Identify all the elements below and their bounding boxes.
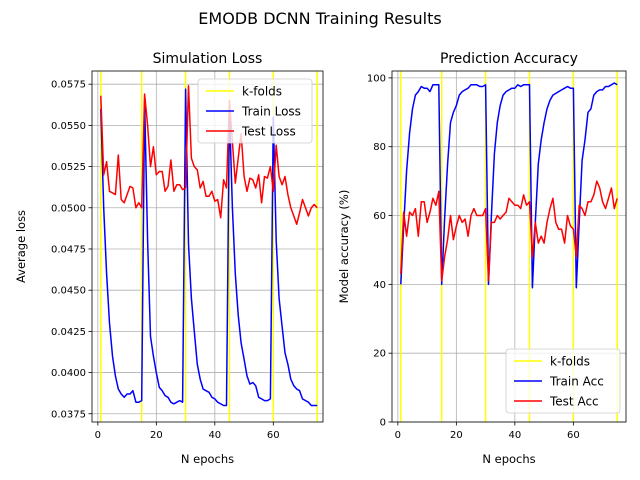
series-line-test-acc: [400, 180, 618, 282]
y-tick-label: 20: [373, 349, 386, 360]
subplot-title: Simulation Loss: [153, 51, 263, 67]
y-tick-label: 0.0375: [51, 409, 86, 420]
y-tick-label: 0.0550: [51, 121, 86, 132]
x-tick-label: 20: [150, 430, 163, 441]
y-axis-label: Model accuracy (%): [337, 190, 351, 304]
x-tick-label: 60: [567, 430, 580, 441]
legend-label: k-folds: [550, 355, 590, 369]
legend-box: [197, 78, 313, 144]
figure-title: EMODB DCNN Training Results: [198, 9, 441, 28]
legend: k-folds Train Loss Test Loss: [197, 78, 313, 144]
y-tick-label: 0.0425: [51, 327, 86, 338]
y-tick-label: 40: [373, 280, 386, 291]
x-tick-label: 0: [95, 430, 101, 441]
loss-plot: 0 20 40 60 0.0375 0.0400 0.0425 0.0450 0.0475 0.0…: [14, 51, 324, 466]
accuracy-plot: 0 20 40 60 0 20 40 60 80 100 Prediction Accuracy N …: [337, 51, 627, 466]
series-line-train-loss: [100, 88, 318, 407]
legend-label: Train Acc: [549, 375, 604, 389]
y-tick-label: 80: [373, 142, 386, 153]
x-axis-label: N epochs: [181, 452, 234, 466]
legend-box: [505, 348, 621, 414]
legend-label: Test Acc: [549, 395, 599, 409]
y-tick-label: 0.0400: [51, 368, 86, 379]
axes-frame: [391, 70, 627, 423]
legend-label: Test Loss: [241, 125, 296, 139]
y-tick-label: 0.0575: [51, 80, 86, 91]
x-tick-label: 0: [395, 430, 401, 441]
x-tick-label: 40: [508, 430, 521, 441]
x-tick-label: 40: [208, 430, 221, 441]
y-tick-label: 0.0525: [51, 162, 86, 173]
series-line-test-loss: [100, 85, 318, 226]
y-tick-label: 0.0475: [51, 244, 86, 255]
y-tick-label: 100: [367, 73, 386, 84]
y-tick-label: 0.0450: [51, 286, 86, 297]
legend: k-folds Train Acc Test Acc: [505, 348, 621, 414]
y-tick-label: 0.0500: [51, 203, 86, 214]
x-tick-label: 60: [267, 430, 280, 441]
series-line-train-acc: [400, 82, 618, 289]
legend-label: Train Loss: [241, 105, 301, 119]
y-tick-label: 60: [373, 211, 386, 222]
y-axis-label: Average loss: [14, 210, 28, 283]
x-axis-label: N epochs: [482, 452, 535, 466]
x-tick-label: 20: [450, 430, 463, 441]
axes-frame: [91, 70, 324, 423]
subplot-title: Prediction Accuracy: [440, 51, 578, 67]
legend-label: k-folds: [242, 85, 282, 99]
y-tick-label: 0: [380, 418, 386, 429]
